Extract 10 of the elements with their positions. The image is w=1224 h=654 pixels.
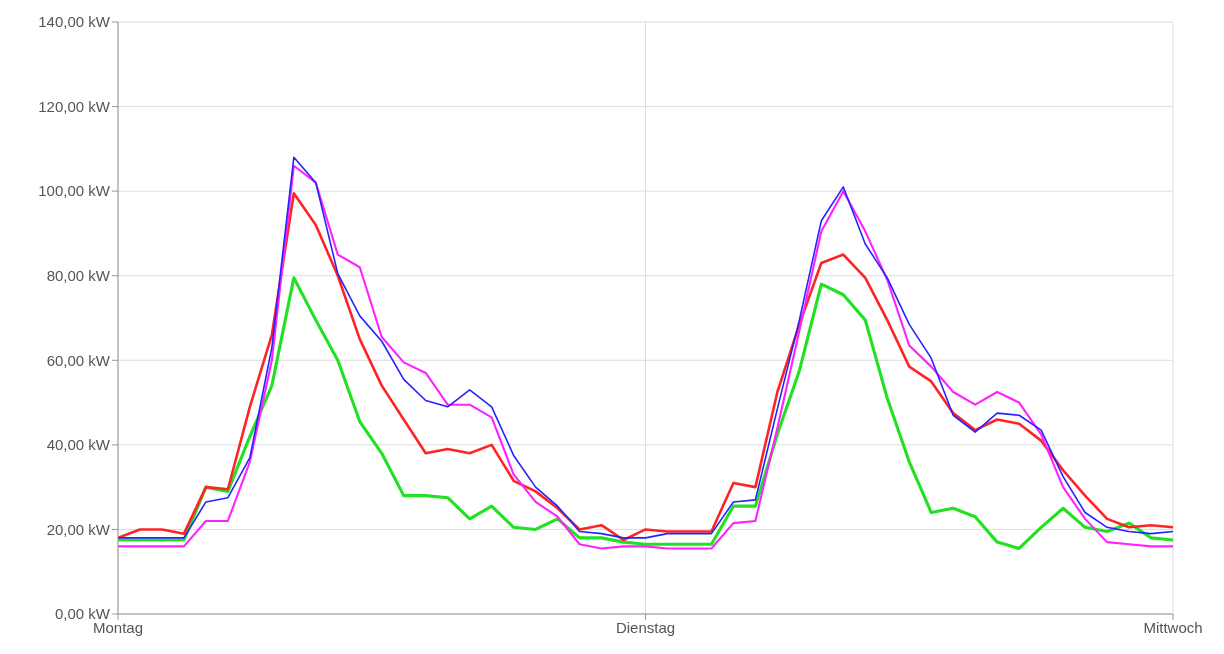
line-series [118,276,1173,551]
y-tick-label: 140,00 kW [38,13,111,31]
y-tick-label: 40,00 kW [46,436,111,454]
y-tick-label: 120,00 kW [38,97,111,115]
y-tick-label: 100,00 kW [38,182,111,200]
x-tick-label: Dienstag [615,618,676,636]
y-tick-label: 20,00 kW [46,520,111,538]
x-tick-label: Mittwoch [1143,618,1203,636]
y-tick-label: 80,00 kW [46,267,111,285]
y-tick-label: 60,00 kW [46,351,111,369]
